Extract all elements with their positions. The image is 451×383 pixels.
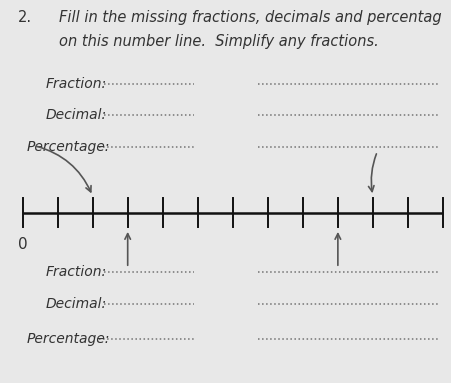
Text: 0: 0 — [18, 237, 28, 252]
Text: 2.: 2. — [18, 10, 32, 25]
Text: Fraction:: Fraction: — [45, 265, 106, 279]
Text: Percentage:: Percentage: — [27, 332, 110, 346]
Text: on this number line.  Simplify any fractions.: on this number line. Simplify any fracti… — [59, 34, 377, 49]
Text: Percentage:: Percentage: — [27, 141, 110, 154]
Text: Fraction:: Fraction: — [45, 77, 106, 91]
Text: Decimal:: Decimal: — [45, 108, 106, 122]
Text: Fill in the missing fractions, decimals and percentag: Fill in the missing fractions, decimals … — [59, 10, 441, 25]
Text: Decimal:: Decimal: — [45, 298, 106, 311]
